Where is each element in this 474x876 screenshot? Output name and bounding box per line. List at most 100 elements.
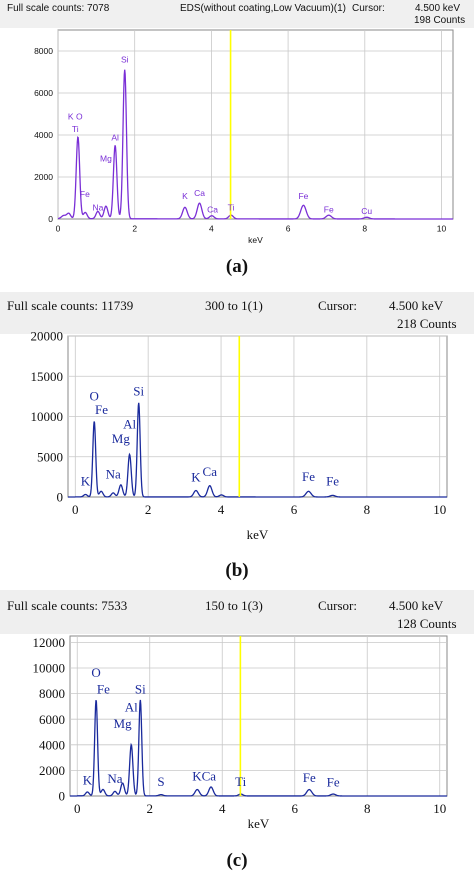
y-tick-label: 6000 <box>39 712 65 727</box>
full-scale-counts: Full scale counts: 11739 <box>7 298 134 313</box>
x-tick-label: 6 <box>292 801 299 816</box>
cursor-label: Cursor: <box>318 298 357 313</box>
peak-label: Si <box>121 55 129 65</box>
peak-label: Ti <box>235 774 246 789</box>
panel-label: (c) <box>226 850 248 871</box>
peak-label: Al <box>111 132 119 142</box>
y-tick-label: 6000 <box>34 88 53 98</box>
spectrum-title: EDS(without coating,Low Vacuum)(1) <box>180 3 346 14</box>
x-tick-label: 2 <box>147 801 154 816</box>
plot-area <box>57 29 454 220</box>
y-tick-label: 5000 <box>37 449 63 464</box>
y-tick-label: 20000 <box>31 329 64 344</box>
peak-label: Cu <box>361 206 372 216</box>
peak-label: Na <box>92 203 103 213</box>
cursor-value: 4.500 keV <box>389 598 444 613</box>
spectrum-chart: 0 2 4 6 8 10020004000600080001000012000keVKOF… <box>33 635 448 831</box>
peak-label: O <box>91 665 100 680</box>
x-tick-label: 6 <box>286 224 291 234</box>
peak-label: Ti <box>228 203 235 213</box>
peak-label: Fe <box>303 770 316 785</box>
x-tick-label: 4 <box>219 801 226 816</box>
cursor-value: 4.500 keV <box>389 298 444 313</box>
peak-label: Mg <box>100 153 112 163</box>
y-tick-label: 4000 <box>34 130 53 140</box>
y-tick-label: 10000 <box>33 661 66 676</box>
y-tick-label: 8000 <box>34 46 53 56</box>
spectrum-title: 150 to 1(3) <box>205 598 263 613</box>
x-tick-label: 0 <box>56 224 61 234</box>
spectrum-chart: 0 2 4 6 8 1005000100001500020000keVKOFeNaAlMg… <box>31 329 448 542</box>
cursor-value: 4.500 keV <box>415 3 461 14</box>
x-axis-label: keV <box>248 816 270 831</box>
panel-header: Full scale counts: 11739 300 to 1(1) Cur… <box>0 292 474 334</box>
peak-label: Fe <box>97 682 110 697</box>
panel-header: Full scale counts: 7078 EDS(without coat… <box>0 0 474 28</box>
y-tick-label: 15000 <box>31 369 64 384</box>
x-axis-label: keV <box>248 235 263 245</box>
spectrum-line <box>68 402 447 498</box>
y-tick-label: 0 <box>48 214 53 224</box>
peak-label: Fe <box>326 474 339 489</box>
x-tick-label: 4 <box>218 502 225 517</box>
y-tick-label: 8000 <box>39 686 65 701</box>
cursor-counts: 128 Counts <box>397 616 457 631</box>
eds-panel-b: Full scale counts: 11739 300 to 1(1) Cur… <box>0 292 474 590</box>
peak-label: K <box>182 191 188 201</box>
x-tick-label: 10 <box>437 224 447 234</box>
spectrum-line <box>70 699 448 797</box>
peak-label: Fe <box>95 402 108 417</box>
full-scale-counts: Full scale counts: 7078 <box>7 3 110 14</box>
peak-label: K <box>83 772 93 787</box>
y-tick-label: 4000 <box>39 737 65 752</box>
x-tick-label: 2 <box>145 502 152 517</box>
cursor-counts: 198 Counts <box>414 15 466 26</box>
y-tick-label: 2000 <box>34 172 53 182</box>
x-tick-label: 2 <box>132 224 137 234</box>
x-tick-label: 8 <box>364 801 371 816</box>
x-tick-label: 0 <box>72 502 79 517</box>
y-tick-label: 2000 <box>39 763 65 778</box>
x-tick-label: 6 <box>291 502 298 517</box>
spectrum-title: 300 to 1(1) <box>205 298 263 313</box>
y-tick-label: 0 <box>57 490 64 505</box>
peak-label: Ca <box>194 188 205 198</box>
peak-label: Fe <box>324 205 334 215</box>
panel-label: (a) <box>225 256 249 277</box>
eds-panel-c: Full scale counts: 7533 150 to 1(3) Curs… <box>0 590 474 876</box>
peak-label: Na <box>106 466 121 481</box>
peak-label: Na <box>107 771 122 786</box>
spectrum-line <box>57 69 453 220</box>
peak-label: Mg <box>112 431 131 446</box>
eds-panel-a: Full scale counts: 7078 EDS(without coat… <box>0 0 474 282</box>
panel-header: Full scale counts: 7533 150 to 1(3) Curs… <box>0 590 474 634</box>
x-tick-label: 10 <box>433 801 446 816</box>
peak-label: K <box>81 474 91 489</box>
peak-label: Al <box>125 700 138 715</box>
peak-label: S <box>157 774 164 789</box>
x-axis-label: keV <box>247 527 269 542</box>
peak-label: Ca <box>207 205 218 215</box>
peak-label: Fe <box>80 189 90 199</box>
peak-label: Ca <box>203 464 218 479</box>
cursor-counts: 218 Counts <box>397 316 457 331</box>
x-tick-label: 8 <box>362 224 367 234</box>
cursor-label: Cursor: <box>318 598 357 613</box>
peak-label: Mg <box>114 716 133 731</box>
peak-label: Ti <box>72 124 79 134</box>
peak-label: Si <box>135 682 146 697</box>
peak-label: K O <box>68 111 83 121</box>
panel-label: (b) <box>225 560 249 581</box>
peak-label: Al <box>123 417 136 432</box>
x-tick-label: 0 <box>74 801 81 816</box>
x-tick-label: 4 <box>209 224 214 234</box>
peak-label: KCa <box>192 769 216 784</box>
peak-label: Si <box>133 384 144 399</box>
peak-label: Fe <box>298 191 308 201</box>
full-scale-counts: Full scale counts: 7533 <box>7 598 128 613</box>
peak-label: O <box>90 388 99 403</box>
y-tick-label: 0 <box>59 789 66 804</box>
peak-label: Fe <box>302 469 315 484</box>
cursor-label: Cursor: <box>352 3 385 14</box>
